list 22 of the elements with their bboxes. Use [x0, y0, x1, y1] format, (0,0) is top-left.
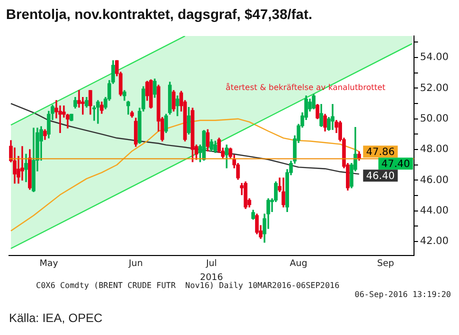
text: 06-Sep-2016 13:19:20	[354, 290, 451, 299]
annotation: återtest & bekräftelse av kanalutbrottet	[226, 82, 386, 92]
y-tick-label: 50.00	[420, 113, 449, 124]
candlestick	[96, 100, 100, 124]
y-tick-label: 42.00	[420, 236, 449, 248]
y-tick-label: 54.00	[420, 52, 449, 64]
chart-title: Brentolja, nov.kontraktet, dagsgraf, $47,38/fat.	[6, 6, 312, 22]
x-axis-title: 2016	[200, 272, 224, 283]
y-tick-label: 44.00	[420, 206, 449, 216]
text: C0X6 Comdty (BRENT CRUDE FUTR Nov16) Daily 10MAR2016-06SEP2016	[36, 281, 340, 290]
x-tick-label: Sep	[377, 259, 394, 270]
x-tick-label: Aug	[290, 259, 308, 270]
x-tick-label: Jun	[128, 259, 143, 270]
y-tick-label: 46.00	[420, 174, 449, 186]
data-label: 46.40	[366, 170, 395, 182]
data-label: 47.86	[366, 146, 395, 158]
ref-line-label: 47.40	[381, 158, 410, 170]
x-tick-label: Jul	[205, 259, 217, 270]
y-tick-label: 52.00	[420, 82, 449, 94]
text: Källa: IEA, OPEC	[9, 311, 102, 325]
x-tick-label: May	[39, 259, 59, 270]
y-tick-label: 48.00	[420, 144, 449, 156]
